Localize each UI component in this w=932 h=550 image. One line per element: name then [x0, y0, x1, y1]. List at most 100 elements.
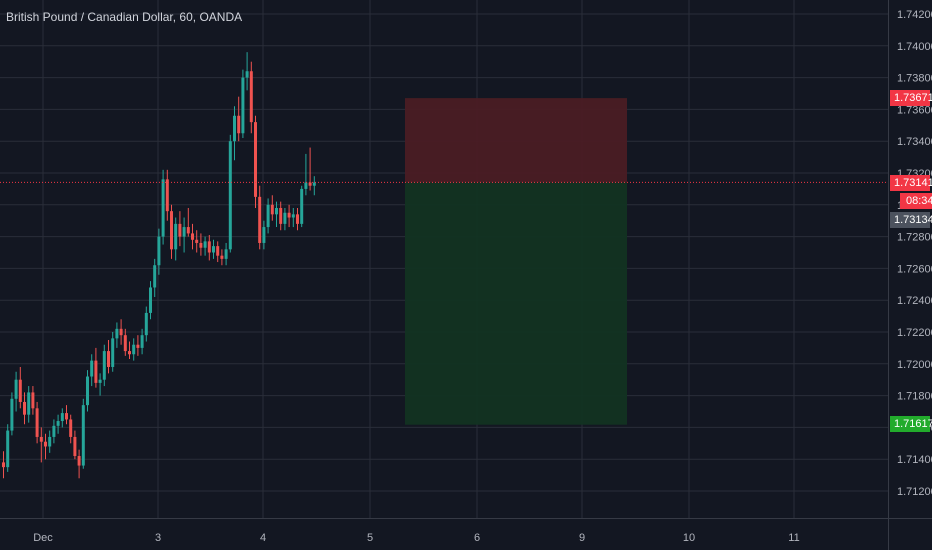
candle-body — [153, 265, 157, 288]
candle-body — [149, 287, 152, 313]
candle-body — [245, 71, 249, 78]
x-tick-label: 10 — [683, 532, 695, 544]
candle-body — [123, 335, 127, 352]
candle-body — [132, 344, 136, 355]
candle-body — [308, 182, 312, 186]
candle-body — [94, 360, 98, 383]
candle-body — [48, 436, 52, 447]
candle-body — [161, 179, 165, 237]
candle-body — [10, 398, 14, 431]
candle-body — [18, 379, 22, 402]
y-tick-label: 1.72400 — [897, 295, 932, 307]
candle-body — [23, 401, 26, 415]
candle-body — [203, 241, 207, 248]
candle-body — [2, 462, 5, 468]
candle-body — [44, 441, 47, 447]
bid-price-tag: 1.73134 — [890, 212, 932, 228]
candle-body — [182, 227, 186, 237]
candle-body — [249, 71, 253, 123]
y-tick-label: 1.71200 — [897, 486, 932, 498]
x-tick-label: 11 — [788, 532, 799, 544]
candle-body — [136, 344, 140, 348]
candle-body — [191, 233, 194, 240]
candle-body — [237, 115, 241, 134]
y-tick-label: 1.74000 — [897, 41, 932, 53]
x-tick-label: Dec — [33, 532, 53, 544]
x-tick-label: 5 — [367, 532, 373, 544]
candle-body — [195, 239, 199, 243]
candle-body — [140, 335, 144, 348]
stop-loss-zone — [405, 98, 627, 183]
candle-body — [115, 328, 119, 339]
candle-body — [262, 227, 266, 243]
candle-body — [77, 456, 81, 466]
candle-body — [216, 246, 220, 256]
y-tick-label: 1.71800 — [897, 391, 932, 403]
candle-body — [270, 204, 274, 215]
candle-body — [283, 212, 287, 224]
y-tick-label: 1.73400 — [897, 136, 932, 148]
candle-body — [275, 207, 278, 215]
candle-body — [258, 196, 262, 243]
y-tick-label: 1.74200 — [897, 9, 932, 21]
candle-body — [279, 207, 283, 224]
y-tick-label: 1.73600 — [897, 104, 932, 116]
candle-body — [212, 246, 215, 253]
candle-body — [111, 338, 115, 367]
candle-body — [174, 223, 178, 250]
candle-body — [304, 182, 308, 189]
x-tick-label: 4 — [260, 532, 266, 544]
x-tick-label: 9 — [579, 532, 585, 544]
candle-body — [98, 379, 102, 383]
candle-body — [60, 413, 64, 422]
candle-body — [287, 212, 291, 218]
candle-body — [6, 430, 10, 468]
candle-body — [81, 405, 85, 466]
candle-body — [73, 436, 77, 457]
candle-body — [107, 351, 110, 367]
candle-body — [90, 360, 94, 377]
candle-body — [102, 351, 106, 380]
y-tick-label: 1.72200 — [897, 327, 932, 339]
candle-body — [312, 182, 316, 186]
stop-loss-price-tag: 1.73671 — [890, 90, 932, 106]
candle-body — [254, 122, 257, 197]
candle-body — [300, 188, 304, 224]
y-tick-label: 1.71400 — [897, 454, 932, 466]
take-profit-zone — [405, 182, 627, 425]
candle-body — [157, 236, 161, 266]
candle-body — [119, 328, 123, 336]
x-tick-label: 3 — [155, 532, 161, 544]
symbol-title: British Pound / Canadian Dollar, 60, OAN… — [6, 10, 243, 24]
candle-body — [228, 141, 232, 250]
x-tick-label: 6 — [474, 532, 480, 544]
candle-body — [69, 419, 73, 437]
candle-body — [56, 421, 60, 426]
candle-body — [27, 392, 31, 415]
y-tick-label: 1.73800 — [897, 73, 932, 85]
candle-body — [31, 392, 35, 409]
candle-body — [178, 223, 182, 237]
candle-body — [39, 436, 43, 442]
candle-body — [165, 179, 169, 212]
candle-body — [35, 408, 39, 437]
candle-body — [224, 249, 228, 259]
candle-body — [220, 255, 224, 259]
candle-body — [266, 204, 270, 228]
take-profit-price-tag: 1.71617 — [890, 416, 932, 432]
candle-body — [233, 115, 236, 142]
candle-body — [128, 351, 131, 355]
candle-body — [207, 241, 211, 253]
candle-body — [14, 379, 18, 399]
candle-body — [144, 312, 148, 336]
candle-body — [65, 413, 68, 420]
candle-body — [52, 425, 56, 437]
candle-body — [199, 242, 203, 248]
candle-body — [291, 214, 295, 218]
candle-body — [186, 227, 190, 234]
candle-body — [170, 211, 173, 250]
candle-body — [86, 376, 89, 406]
y-tick-label: 1.72800 — [897, 232, 932, 244]
